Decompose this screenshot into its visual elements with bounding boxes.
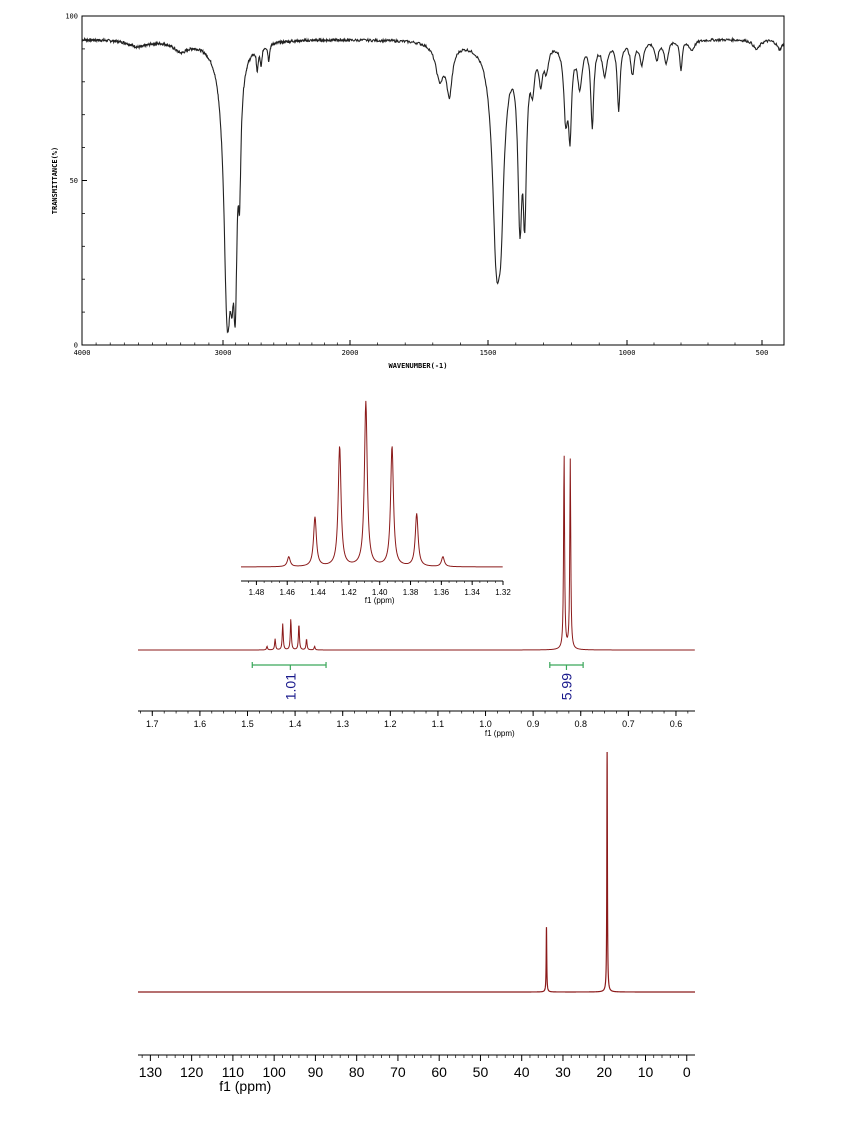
c-nmr-spectrum: 130 120 110 100 90 80 70 60 50 40 30 20 10 0f1 (ppm) [138,751,695,1094]
c-nmr-x-tick-label: 0 [683,1064,691,1080]
ir-y-axis-label: TRANSMITTANCE(%) [51,147,59,214]
h-nmr-spectrum: 1.7 1.6 1.5 1.4 1.3 1.2 1.1 1.0 0.9 0.8 0.7 0.6 f1 (… [138,400,695,738]
c-nmr-x-tick-label: 130 [139,1064,163,1080]
c-nmr-x-tick-label: 80 [349,1064,365,1080]
h-nmr-x-tick-label: 0.7 [622,719,635,729]
ir-y-tick-label: 100 [65,13,78,21]
c-nmr-x-tick-label: 40 [514,1064,530,1080]
h-nmr-x-tick-label: 1.2 [384,719,397,729]
h-nmr-x-tick-label: 0.9 [527,719,540,729]
c-nmr-x-tick-label: 100 [262,1064,286,1080]
ir-x-tick-label: 4000 [74,349,91,357]
ir-x-tick-label: 500 [756,349,769,357]
h-nmr-x-tick-label: 1.7 [146,719,159,729]
h-nmr-x-tick-label: 1.6 [194,719,207,729]
c-nmr-x-tick-label: 10 [638,1064,654,1080]
h-nmr-trace [138,455,695,651]
h-nmr-inset-x-tick-label: 1.44 [310,588,326,597]
h-nmr-integral-value: 5.99 [558,673,574,700]
h-nmr-inset-x-tick-label: 1.38 [403,588,419,597]
h-nmr-inset-x-tick-label: 1.32 [495,588,511,597]
h-nmr-x-tick-label: 1.3 [336,719,349,729]
c-nmr-x-tick-label: 70 [390,1064,406,1080]
h-nmr-x-tick-label: 1.5 [241,719,254,729]
c-nmr-x-tick-label: 90 [308,1064,324,1080]
h-nmr-x-tick-label: 1.1 [432,719,445,729]
ir-spectrum: 0 50 100 4000 3000 2000 1500 1000 500 WAVENUMBER(… [51,13,785,370]
c-nmr-x-tick-label: 110 [222,1064,245,1080]
h-nmr-x-tick-label: 0.6 [670,719,683,729]
ir-x-tick-label: 1500 [480,349,497,357]
c-nmr-x-tick-label: 30 [555,1064,571,1080]
h-nmr-inset-x-tick-label: 1.36 [434,588,450,597]
h-nmr-inset-x-tick-label: 1.34 [464,588,480,597]
h-nmr-x-axis-label: f1 (ppm) [485,729,515,738]
ir-spectrum-trace [81,36,785,334]
c-nmr-x-tick-label: 120 [180,1064,204,1080]
h-nmr-inset-x-axis-label: f1 (ppm) [365,596,395,605]
h-nmr-inset-x-tick-label: 1.48 [249,588,265,597]
h-nmr-inset-trace [241,400,503,568]
h-nmr-inset-x-tick-label: 1.46 [279,588,295,597]
h-nmr-x-tick-label: 0.8 [574,719,587,729]
ir-x-axis-label: WAVENUMBER(-1) [388,362,447,370]
ir-plot-frame [81,15,785,346]
h-nmr-inset-x-tick-label: 1.42 [341,588,357,597]
ir-x-tick-label: 2000 [342,349,359,357]
ir-x-tick-label: 1000 [619,349,636,357]
c-nmr-x-tick-label: 50 [473,1064,489,1080]
ir-x-tick-label: 3000 [215,349,232,357]
ir-y-tick-label: 50 [70,177,78,185]
h-nmr-integral-value: 1.01 [282,673,298,700]
c-nmr-x-tick-label: 20 [596,1064,612,1080]
h-nmr-x-tick-label: 1.4 [289,719,302,729]
h-nmr-inset-x-tick-label: 1.40 [372,588,388,597]
h-nmr-x-tick-label: 1.0 [479,719,492,729]
c-nmr-x-axis-label: f1 (ppm) [219,1078,271,1094]
c-nmr-x-tick-label: 60 [431,1064,447,1080]
ir-y-tick-label: 0 [74,342,78,350]
c-nmr-trace [138,751,695,993]
